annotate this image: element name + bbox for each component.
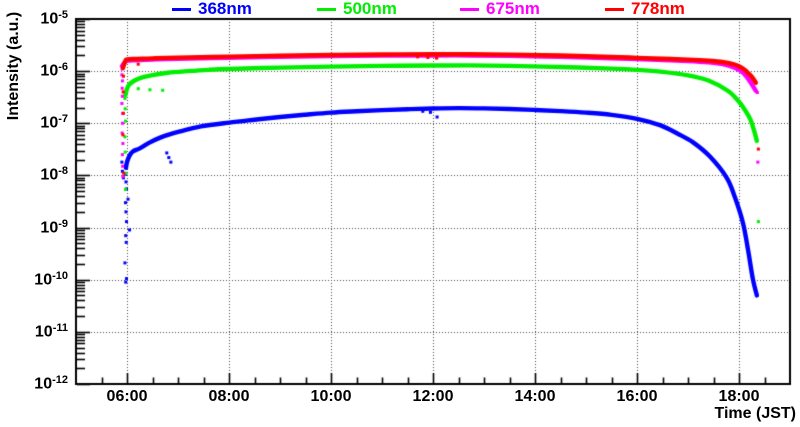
y-tick-label-10e-12: 10-12 [34,374,68,393]
y-tick-label-10e-6: 10-6 [40,61,68,80]
legend-item-368nm: 368nm [172,0,252,18]
legend-label-500nm: 500nm [343,0,397,18]
legend: 368nm 500nm 675nm 778nm [0,0,800,18]
x-tick-label-10:00: 10:00 [310,388,352,405]
legend-label-368nm: 368nm [198,0,252,18]
legend-item-778nm: 778nm [605,0,685,18]
y-tick-label-10e-10: 10-10 [34,269,68,289]
x-tick-label-18:00: 18:00 [718,388,760,405]
legend-line-swatch-675nm [460,7,479,11]
x-tick-label-06:00: 06:00 [106,388,148,405]
y-tick-label-10e-9: 10-9 [40,217,68,236]
y-axis-title: Intensity (a.u.) [5,11,22,121]
legend-line-swatch-368nm [172,7,191,11]
legend-label-778nm: 778nm [631,0,685,18]
y-tick-label-10e-8: 10-8 [40,165,68,184]
x-tick-label-08:00: 08:00 [208,388,250,405]
x-axis-title: Time (JST) [714,405,797,422]
y-tick-label-10e-5: 10-5 [40,9,68,28]
legend-label-675nm: 675nm [486,0,540,18]
x-tick-label-14:00: 14:00 [514,388,556,405]
legend-line-swatch-500nm [317,7,336,11]
x-tick-label-12:00: 12:00 [412,388,454,405]
y-tick-label-10e-7: 10-7 [40,113,68,132]
y-tick-label-10e-11: 10-11 [34,321,68,341]
legend-item-675nm: 675nm [460,0,540,18]
x-tick-label-16:00: 16:00 [616,388,658,405]
legend-item-500nm: 500nm [317,0,397,18]
legend-line-swatch-778nm [605,7,624,11]
